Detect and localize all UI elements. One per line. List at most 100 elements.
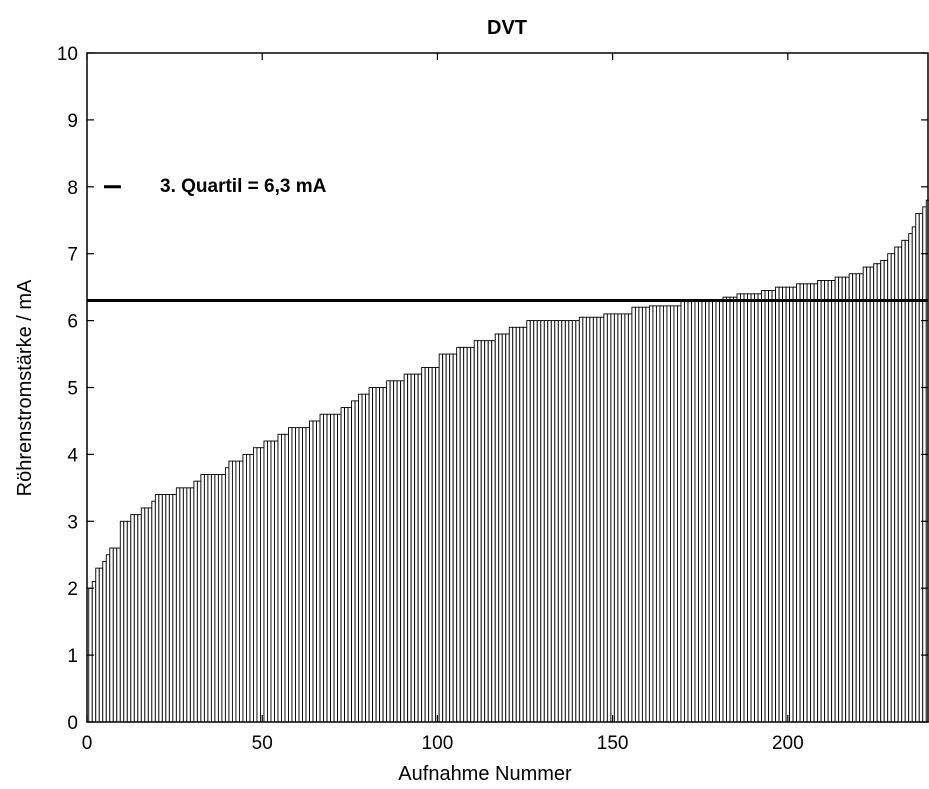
bar [487, 340, 493, 723]
bar [715, 300, 720, 723]
bar [403, 373, 409, 723]
bar [224, 467, 230, 723]
bar [238, 460, 244, 723]
bar [589, 316, 594, 723]
bar [249, 453, 254, 723]
bar [144, 507, 149, 723]
bar [627, 313, 633, 723]
bar [855, 273, 861, 723]
bar [435, 366, 440, 723]
bar [655, 305, 661, 723]
y-tick-label: 1 [67, 646, 78, 667]
bar [126, 520, 132, 723]
bar [449, 353, 454, 723]
bar [98, 567, 104, 723]
bar [726, 296, 731, 723]
bar [890, 253, 896, 723]
bar [638, 306, 643, 723]
bar [519, 326, 524, 723]
bar [550, 320, 556, 723]
bar [396, 380, 402, 723]
bar [827, 280, 833, 723]
bar [775, 286, 780, 723]
bar [915, 213, 920, 723]
bar [764, 290, 770, 723]
bar [677, 305, 682, 723]
bar [214, 474, 219, 723]
bar [529, 320, 535, 723]
bar [501, 333, 507, 723]
bar [564, 320, 570, 723]
bar [463, 346, 468, 723]
bar [887, 253, 892, 723]
y-tick-label: 8 [67, 178, 78, 199]
bar [386, 380, 391, 723]
bar [673, 305, 678, 723]
bar [694, 300, 699, 723]
bar [130, 514, 135, 723]
bar [256, 447, 261, 723]
chart-title: DVT [487, 17, 527, 39]
bar [466, 346, 472, 723]
bar [848, 273, 854, 723]
bar [270, 440, 275, 723]
bar [575, 320, 580, 723]
bar [680, 300, 685, 723]
bar [782, 286, 787, 723]
bar [561, 320, 566, 723]
y-tick-label: 6 [67, 312, 78, 333]
bar [168, 494, 174, 723]
y-tick-label: 7 [67, 245, 78, 266]
bar [701, 300, 706, 723]
y-tick-label: 10 [57, 44, 78, 65]
bar [312, 420, 317, 723]
bar [666, 305, 671, 723]
bar [831, 280, 836, 723]
bar [845, 276, 850, 723]
bar [337, 413, 342, 723]
bar [189, 487, 195, 723]
bar [754, 293, 759, 723]
bar [533, 320, 538, 723]
bar [172, 494, 177, 723]
bar [456, 346, 461, 723]
bar [196, 480, 202, 723]
bar [820, 280, 826, 723]
bar [883, 259, 889, 723]
bar [228, 460, 233, 723]
bar [733, 296, 738, 723]
x-tick-label: 0 [82, 733, 93, 754]
bar [922, 206, 927, 723]
bar [361, 393, 367, 723]
bar [323, 413, 328, 723]
bar [260, 447, 265, 723]
bar [648, 305, 654, 723]
bar [207, 474, 212, 723]
bar [165, 494, 170, 723]
bar [193, 480, 198, 723]
bar [824, 280, 829, 723]
bar [326, 413, 331, 723]
bar [470, 346, 475, 723]
bar [428, 366, 433, 723]
y-tick-label: 9 [67, 111, 78, 132]
bar [634, 306, 640, 723]
bar [295, 427, 300, 723]
bar [123, 520, 128, 723]
bar [151, 500, 156, 723]
bar [876, 263, 882, 723]
y-tick-label: 5 [67, 379, 78, 400]
bar [859, 273, 864, 723]
x-tick-label: 150 [597, 733, 629, 754]
bar [288, 427, 293, 723]
bar [866, 266, 871, 723]
bar [263, 440, 268, 723]
bar [785, 286, 791, 723]
bar [291, 427, 296, 723]
bar [792, 286, 798, 723]
bar [119, 520, 125, 723]
bar [757, 293, 763, 723]
bar [691, 300, 696, 723]
